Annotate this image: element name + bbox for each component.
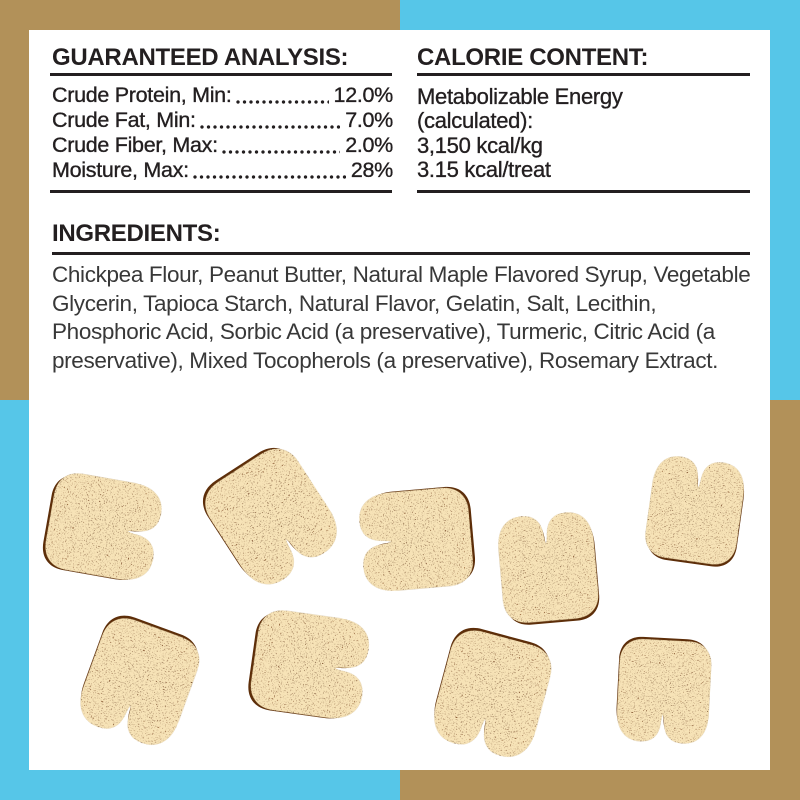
section-rule <box>417 190 750 193</box>
analysis-value: 28% <box>350 158 394 182</box>
calorie-content-body: Metabolizable Energy (calculated): 3,150… <box>417 84 757 183</box>
calorie-content-heading: CALORIE CONTENT: <box>417 44 649 71</box>
calorie-line: (calculated): <box>417 108 534 134</box>
heading-rule <box>417 73 750 76</box>
dotted-leader <box>221 150 341 154</box>
calorie-line: 3,150 kcal/kg <box>417 132 543 158</box>
analysis-label: Crude Fiber, Max: <box>52 133 218 157</box>
calorie-line: Metabolizable Energy <box>417 84 623 109</box>
analysis-label: Crude Fat, Min: <box>52 108 196 132</box>
heading-rule <box>52 252 750 255</box>
analysis-value: 12.0% <box>333 83 393 107</box>
heading-rule <box>50 73 392 76</box>
analysis-value: 2.0% <box>345 133 393 157</box>
ingredients-heading: INGREDIENTS: <box>52 220 221 247</box>
calorie-line: 3.15 kcal/treat <box>417 157 551 183</box>
dotted-leader <box>199 125 341 129</box>
analysis-row: Crude Fat, Min: 7.0% <box>52 108 394 133</box>
dotted-leader <box>235 100 329 104</box>
label-card: GUARANTEED ANALYSIS: Crude Protein, Min:… <box>29 30 770 770</box>
analysis-row: Crude Protein, Min: 12.0% <box>52 83 394 108</box>
analysis-label: Crude Protein, Min: <box>52 83 232 107</box>
dotted-leader <box>192 175 346 179</box>
section-rule <box>50 190 392 193</box>
guaranteed-analysis-heading: GUARANTEED ANALYSIS: <box>52 44 349 71</box>
analysis-row: Crude Fiber, Max: 2.0% <box>52 133 394 158</box>
guaranteed-analysis-table: Crude Protein, Min: 12.0% Crude Fat, Min… <box>52 83 394 183</box>
analysis-value: 7.0% <box>345 108 393 132</box>
ingredients-text: Chickpea Flour, Peanut Butter, Natural M… <box>52 262 751 373</box>
analysis-row: Moisture, Max: 28% <box>52 158 394 183</box>
analysis-label: Moisture, Max: <box>52 158 189 182</box>
